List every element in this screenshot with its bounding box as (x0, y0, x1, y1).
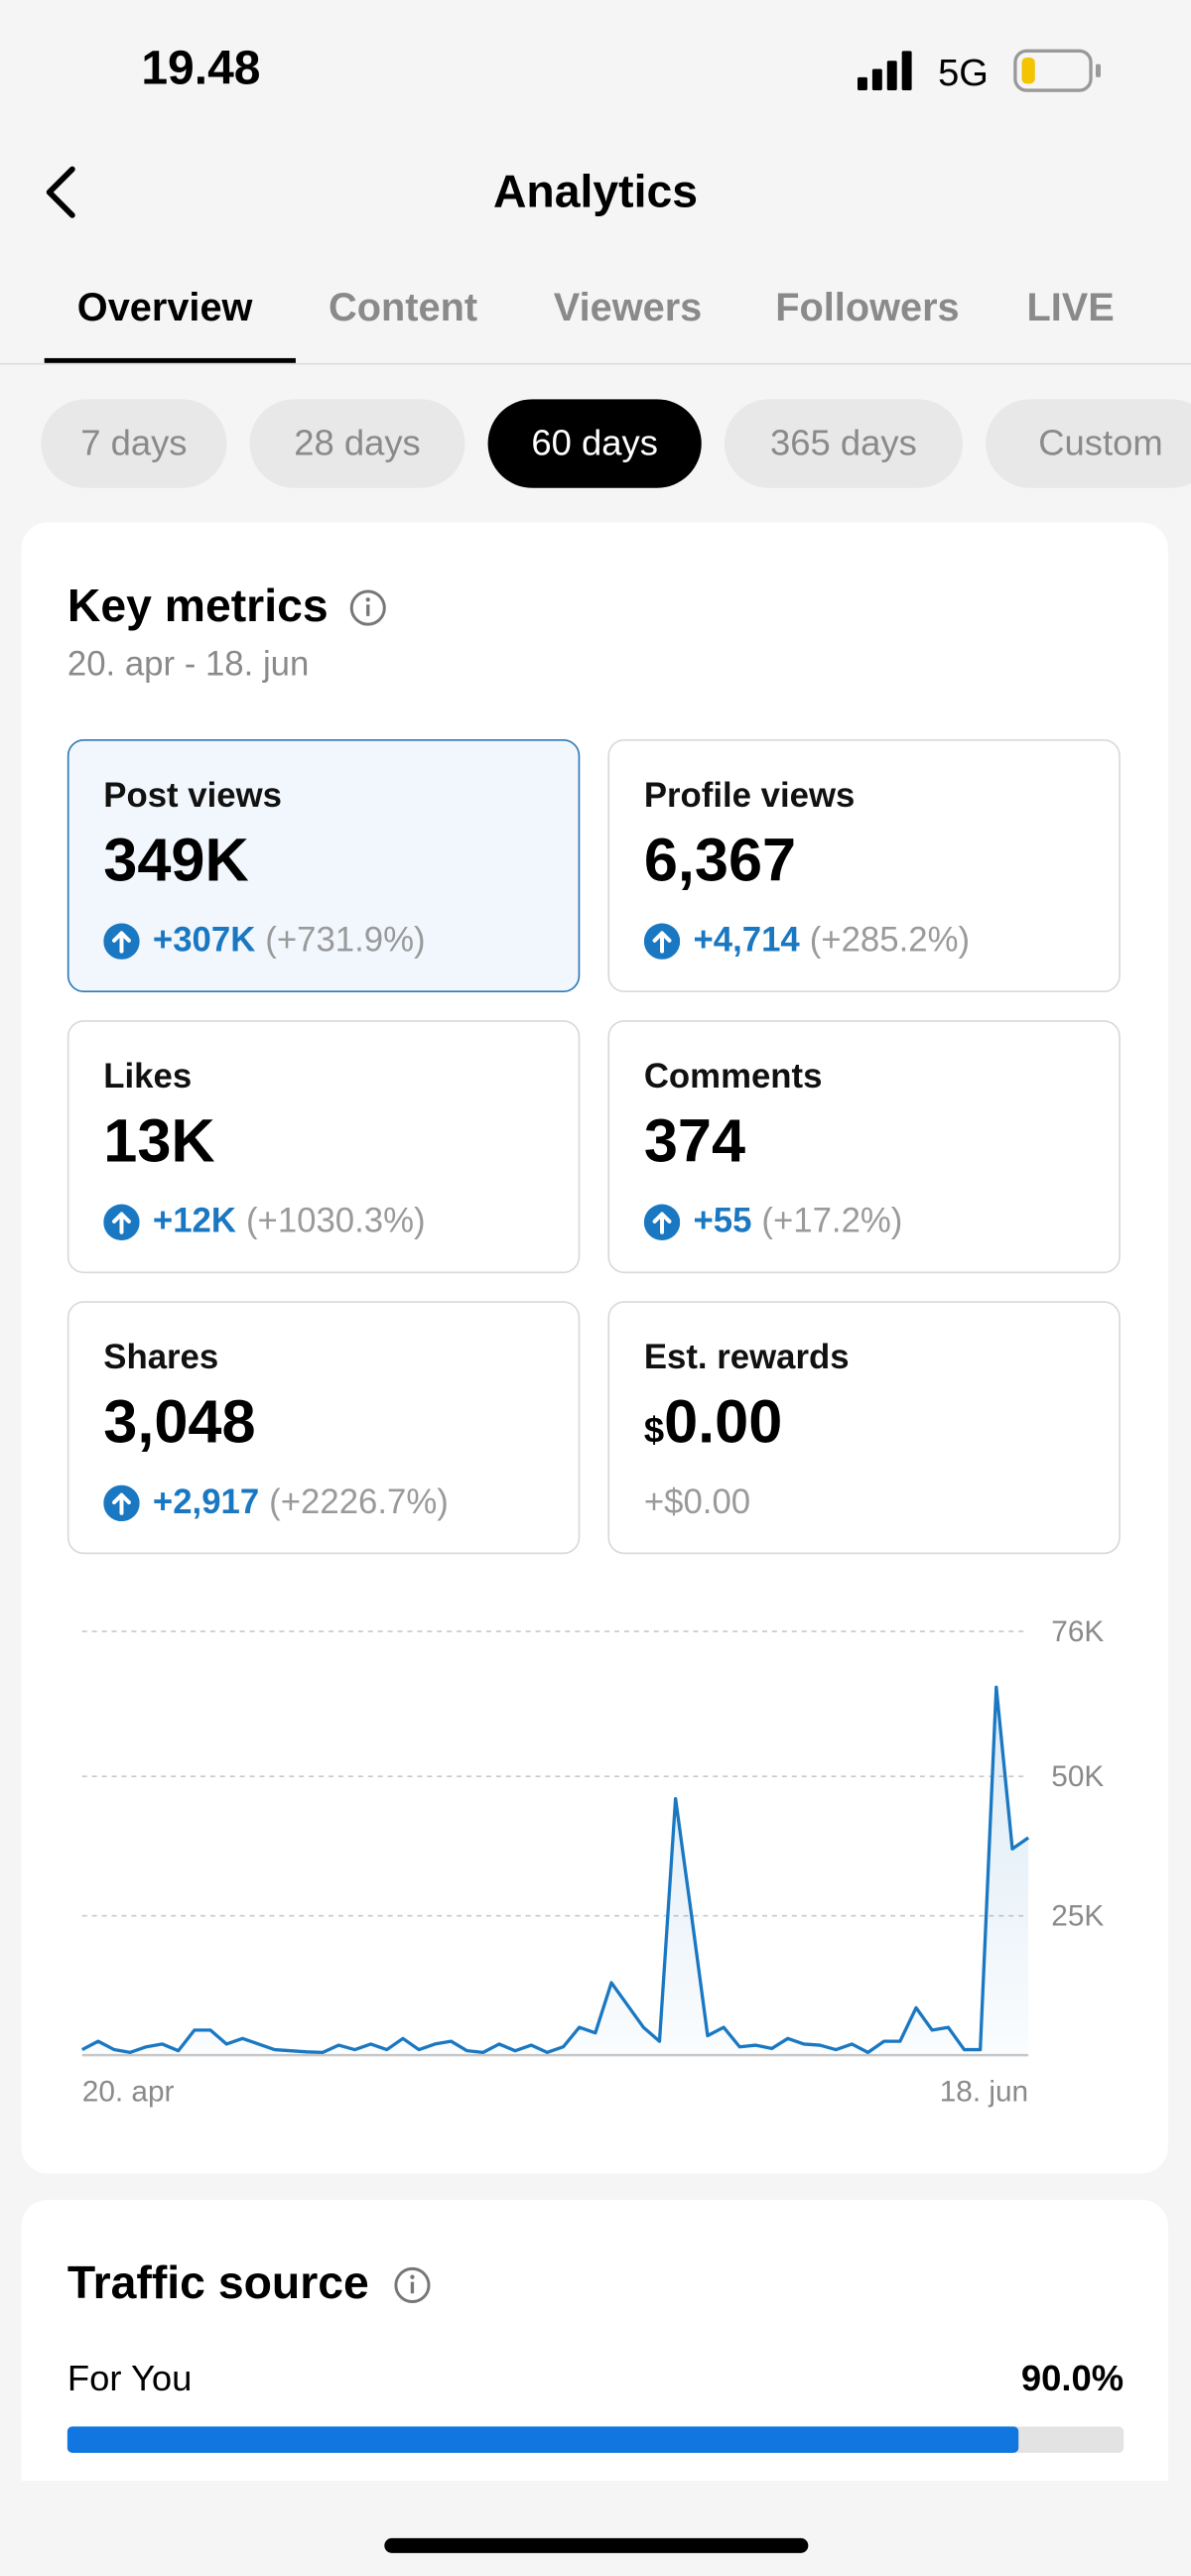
metric-value: 349K (103, 827, 248, 896)
area (81, 1687, 1029, 2056)
active-tab-indicator (44, 357, 296, 363)
metric-card[interactable]: Profile views 6,367 +4,714 (+285.2%) (607, 739, 1121, 992)
metric-value: 3,048 (103, 1388, 255, 1458)
metric-card[interactable]: Shares 3,048 +2,917 (+2226.7%) (66, 1301, 581, 1555)
change-value: +4,714 (693, 921, 800, 960)
source-bar (66, 2426, 1018, 2453)
metric-card[interactable]: Comments 374 +55 (+17.2%) (607, 1020, 1121, 1274)
currency-symbol: $ (643, 1409, 665, 1451)
metric-change: +307K (+731.9%) (103, 921, 426, 962)
change-percent: (+2226.7%) (269, 1483, 449, 1522)
section-title: Key metrics (66, 580, 329, 631)
metric-change: +$0.00 (644, 1483, 750, 1523)
range-pill[interactable]: 28 days (249, 399, 465, 488)
line (80, 1685, 1030, 2055)
metric-change: +4,714 (+285.2%) (643, 921, 971, 962)
up-arrow-icon (103, 923, 153, 960)
metric-change: +55 (+17.2%) (643, 1202, 903, 1242)
metric-card[interactable]: Est. rewards $0.00 +$0.00 (607, 1301, 1121, 1555)
date-range: 20. apr - 18. jun (66, 645, 310, 684)
up-arrow-icon (103, 1484, 153, 1522)
tab[interactable]: LIVE (1026, 286, 1115, 330)
metric-label: Shares (103, 1339, 219, 1377)
tab[interactable]: Followers (775, 286, 960, 330)
change-percent: (+731.9%) (265, 921, 426, 960)
battery-icon (1013, 49, 1101, 92)
up-arrow-icon (643, 1204, 694, 1240)
y-tick-label: 50K (1051, 1760, 1104, 1793)
network-label: 5G (938, 51, 989, 94)
range-pill[interactable]: 60 days (487, 399, 702, 488)
metric-change: +2,917 (+2226.7%) (103, 1483, 449, 1523)
change-percent: (+17.2%) (761, 1202, 903, 1240)
info-icon[interactable] (348, 588, 388, 628)
change-percent: (+1030.3%) (245, 1202, 426, 1240)
metric-number: 0.00 (664, 1387, 783, 1456)
change-percent: (+285.2%) (809, 921, 971, 960)
range-pill[interactable]: 365 days (724, 399, 963, 488)
y-tick-label: 76K (1051, 1615, 1104, 1648)
metric-card[interactable]: Post views 349K +307K (+731.9%) (66, 739, 581, 992)
source-label: For You (66, 2357, 193, 2399)
bottom-area (0, 2480, 1191, 2576)
metric-number: 13K (103, 1106, 215, 1175)
metric-label: Comments (643, 1058, 823, 1096)
metric-number: 6,367 (643, 826, 797, 894)
change-value: +2,917 (152, 1483, 260, 1522)
info-icon[interactable] (393, 2265, 433, 2305)
metric-label: Likes (103, 1058, 193, 1096)
metric-change: +12K (+1030.3%) (103, 1202, 426, 1242)
back-button[interactable] (40, 165, 89, 220)
change-value: +307K (152, 921, 256, 960)
change-value: +12K (152, 1202, 237, 1240)
x-tick-label: 18. jun (940, 2076, 1028, 2109)
page-title: Analytics (492, 166, 699, 217)
up-arrow-icon (103, 1204, 153, 1240)
up-arrow-icon (643, 923, 694, 960)
tab[interactable]: Overview (76, 286, 253, 330)
change-value: +$0.00 (643, 1483, 751, 1522)
tab[interactable]: Viewers (553, 286, 703, 330)
metric-label: Est. rewards (643, 1339, 850, 1377)
metric-number: 374 (643, 1106, 746, 1175)
source-percent: 90.0% (1020, 2357, 1125, 2399)
x-tick-label: 20. apr (82, 2076, 175, 2109)
range-pill[interactable]: 7 days (41, 399, 227, 488)
metric-label: Profile views (643, 777, 856, 816)
metric-number: 349K (103, 826, 249, 894)
metric-value: 13K (103, 1107, 214, 1177)
home-indicator (384, 2537, 809, 2553)
metric-value: $0.00 (644, 1388, 782, 1458)
metric-value: 6,367 (644, 827, 796, 896)
metric-card[interactable]: Likes 13K +12K (+1030.3%) (66, 1020, 581, 1274)
tab-divider (0, 362, 1191, 365)
change-value: +55 (693, 1202, 752, 1240)
range-pill[interactable]: Custom (986, 399, 1191, 488)
metric-value: 374 (644, 1107, 745, 1177)
status-time: 19.48 (141, 43, 261, 96)
y-tick-label: 25K (1051, 1900, 1104, 1933)
section-title: Traffic source (66, 2256, 369, 2309)
metric-number: 3,048 (103, 1387, 256, 1456)
tab[interactable]: Content (329, 286, 478, 330)
metric-label: Post views (103, 777, 282, 816)
signal-icon (857, 51, 912, 91)
